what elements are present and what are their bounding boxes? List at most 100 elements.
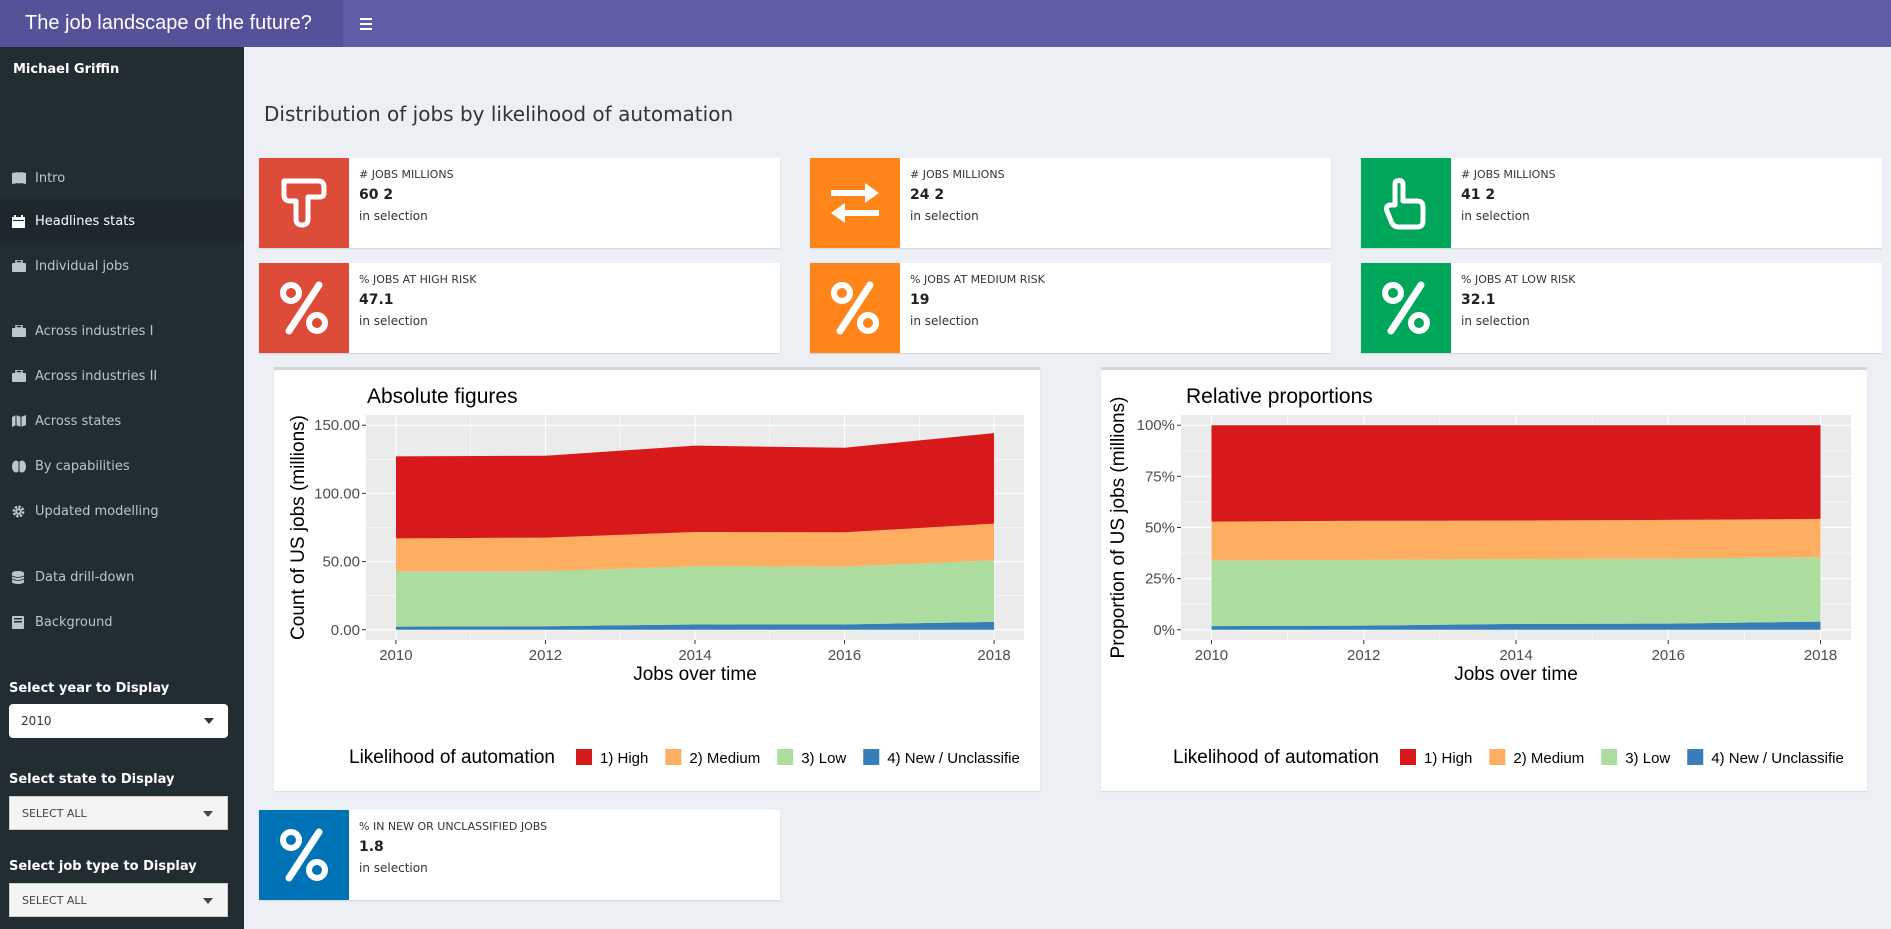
jobtype-select-value: SELECT ALL: [22, 893, 87, 907]
infobox-subtext: in selection: [1461, 314, 1530, 328]
sidebar-item-label: Individual jobs: [35, 258, 130, 274]
infobox-value: 32.1: [1461, 292, 1496, 308]
infobox-subtext: in selection: [910, 209, 979, 223]
x-tick-label: 2016: [1652, 647, 1685, 664]
page-title: Distribution of jobs by likelihood of au…: [264, 102, 734, 126]
x-tick-label: 2012: [1347, 647, 1380, 664]
sidebar-item-label: Intro: [35, 170, 66, 186]
legend-label: 2) Medium: [1513, 750, 1584, 767]
year-select-label: Select year to Display: [9, 681, 170, 696]
chart-absolute-box: Absolute figures 0.00 50.00 100.00 150.00 201…: [274, 367, 1040, 791]
sidebar-item-updated-modelling[interactable]: Updated modelling: [0, 489, 244, 533]
x-tick-label: 2014: [1499, 647, 1532, 664]
percent-icon: [1361, 263, 1451, 353]
infobox-high-risk: % JOBS AT HIGH RISK 47.1 in selection: [259, 263, 780, 353]
sidebar-toggle-button[interactable]: [343, 0, 388, 47]
y-axis-title: Proportion of US jobs (millions): [1108, 397, 1129, 659]
infobox-label: # JOBS MILLIONS: [910, 168, 1005, 181]
infobox-medium-risk: % JOBS AT MEDIUM RISK 19 in selection: [810, 263, 1331, 353]
legend-title: Likelihood of automation: [349, 747, 555, 768]
state-select[interactable]: SELECT ALL: [9, 796, 228, 830]
sidebar-item-label: Background: [35, 614, 113, 630]
y-tick-label: 25%: [1145, 571, 1175, 588]
jobtype-select[interactable]: SELECT ALL: [9, 883, 228, 917]
area-series: [1211, 557, 1821, 627]
app-title: The job landscape of the future?: [0, 0, 343, 47]
database-icon: [12, 571, 27, 584]
infobox-value: 60 2: [359, 187, 394, 203]
chart-relative: Relative proportions 0% 25% 50% 75% 100% 2010 2…: [1108, 385, 1851, 768]
chart-title: Absolute figures: [367, 385, 518, 408]
area-series: [1211, 518, 1821, 561]
legend-swatch: [1687, 749, 1704, 765]
sidebar-item-label: Updated modelling: [35, 503, 159, 519]
infobox-label: % JOBS AT MEDIUM RISK: [910, 273, 1045, 286]
infobox-medium-jobs: # JOBS MILLIONS 24 2 in selection: [810, 158, 1331, 248]
infobox-label: # JOBS MILLIONS: [359, 168, 454, 181]
sidebar-item-background[interactable]: Background: [0, 600, 244, 644]
infobox-high-jobs: # JOBS MILLIONS 60 2 in selection: [259, 158, 780, 248]
sidebar-item-by-capabilities[interactable]: By capabilities: [0, 444, 244, 488]
brain-icon: [12, 460, 27, 473]
chevron-down-icon: [204, 718, 214, 724]
infobox-value: 41 2: [1461, 187, 1496, 203]
legend-label: 2) Medium: [689, 750, 760, 767]
sidebar-item-across-industries-1[interactable]: Across industries I: [0, 309, 244, 353]
area-series: [395, 523, 995, 572]
infobox-new-unclassified: % IN NEW OR UNCLASSIFIED JOBS 1.8 in sel…: [259, 810, 780, 900]
y-tick-label: 100.00: [314, 485, 360, 502]
sidebar-item-data-drill-down[interactable]: Data drill-down: [0, 555, 244, 599]
hamburger-icon: [359, 17, 372, 20]
infobox-low-jobs: # JOBS MILLIONS 41 2 in selection: [1361, 158, 1882, 248]
area-series: [395, 433, 995, 539]
infobox-label: % IN NEW OR UNCLASSIFIED JOBS: [359, 820, 548, 833]
sidebar-item-headlines-stats[interactable]: Headlines stats: [0, 199, 244, 243]
x-axis-title: Jobs over time: [1454, 664, 1578, 685]
y-tick-label: 75%: [1145, 468, 1175, 485]
sidebar-item-across-states[interactable]: Across states: [0, 399, 244, 443]
exchange-icon: [810, 158, 900, 248]
legend-label: 4) New / Unclassifie: [1711, 750, 1844, 767]
infobox-value: 1.8: [359, 839, 384, 855]
infobox-label: % JOBS AT HIGH RISK: [359, 273, 477, 286]
top-navbar: The job landscape of the future?: [0, 0, 1891, 47]
sidebar-item-label: Data drill-down: [35, 569, 135, 585]
chart-title: Relative proportions: [1186, 385, 1373, 408]
book-icon: [12, 616, 27, 629]
book-icon: [12, 172, 27, 184]
legend-swatch: [863, 749, 880, 765]
briefcase-icon: [12, 325, 27, 337]
infobox-subtext: in selection: [1461, 209, 1530, 223]
sidebar-item-across-industries-2[interactable]: Across industries II: [0, 354, 244, 398]
percent-icon: [259, 810, 349, 900]
sidebar-item-intro[interactable]: Intro: [0, 156, 244, 200]
chart-absolute: Absolute figures 0.00 50.00 100.00 150.00 201…: [288, 385, 1024, 768]
y-axis-title: Count of US jobs (millions): [288, 415, 309, 640]
area-series: [1211, 425, 1821, 522]
infobox-subtext: in selection: [910, 314, 979, 328]
legend-label: 1) High: [600, 750, 648, 767]
infobox-label: # JOBS MILLIONS: [1461, 168, 1556, 181]
jobtype-select-label: Select job type to Display: [9, 859, 197, 874]
hand-point-down-icon: [259, 158, 349, 248]
y-tick-label: 150.00: [314, 417, 360, 434]
x-tick-label: 2014: [678, 647, 711, 664]
infobox-value: 47.1: [359, 292, 394, 308]
legend-swatch: [576, 749, 592, 765]
area-series: [395, 621, 995, 630]
legend-swatch: [1489, 749, 1506, 765]
sidebar-item-label: Headlines stats: [35, 213, 136, 229]
chevron-down-icon: [203, 898, 213, 904]
sidebar-item-label: By capabilities: [35, 458, 130, 474]
hand-point-up-icon: [1361, 158, 1451, 248]
x-tick-label: 2018: [977, 647, 1010, 664]
briefcase-icon: [12, 370, 27, 382]
sidebar-item-individual-jobs[interactable]: Individual jobs: [0, 244, 244, 288]
legend-swatch: [1601, 749, 1618, 765]
year-select[interactable]: 2010: [9, 704, 228, 738]
percent-icon: [810, 263, 900, 353]
y-tick-label: 50%: [1145, 520, 1175, 537]
infobox-label: % JOBS AT LOW RISK: [1461, 273, 1576, 286]
state-select-label: Select state to Display: [9, 772, 175, 787]
legend-label: 3) Low: [1625, 750, 1670, 767]
